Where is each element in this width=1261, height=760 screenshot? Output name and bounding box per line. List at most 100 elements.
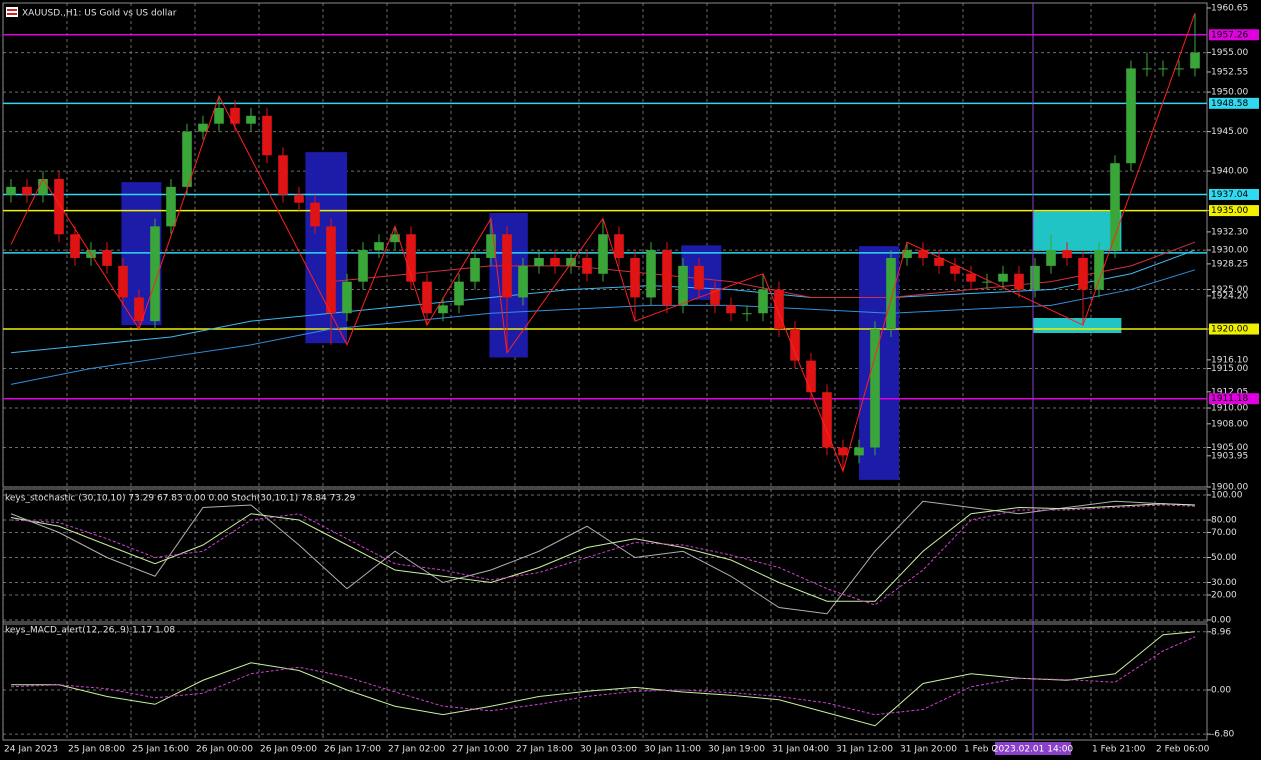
candle-body — [1110, 163, 1120, 251]
x-tick-label: 30 Jan 11:00 — [644, 745, 701, 755]
candle-body — [870, 329, 880, 448]
candle-body — [534, 257, 544, 266]
icon-part — [7, 9, 17, 11]
candle-body — [998, 273, 1008, 282]
level-label: 1957.26 — [1211, 30, 1248, 40]
y-tick-label: 1912.05 — [1211, 387, 1248, 397]
candle-body — [726, 305, 736, 314]
x-tick-label: 26 Jan 09:00 — [260, 745, 317, 755]
candle-body — [294, 194, 304, 203]
candle-body — [918, 250, 928, 258]
candle-body — [1094, 250, 1104, 290]
candle-body — [646, 250, 656, 298]
y-tick-label: 1960.65 — [1211, 4, 1248, 14]
candle-body — [326, 226, 336, 314]
candle-body — [390, 234, 400, 243]
candle-body — [694, 265, 704, 290]
y-tick-label: 1925.00 — [1211, 285, 1248, 295]
candle-body — [838, 447, 848, 456]
y-tick-label: 50.00 — [1211, 553, 1237, 563]
y-tick-label: 80.00 — [1211, 516, 1237, 526]
y-tick-label: 1924.20 — [1211, 291, 1248, 301]
candle-body — [102, 250, 112, 266]
y-tick-label: 1915.00 — [1211, 364, 1248, 374]
signal-zone — [1033, 317, 1122, 333]
candle-body — [342, 281, 352, 314]
level-label-box — [1209, 188, 1259, 200]
x-tick-label: 25 Jan 16:00 — [132, 745, 189, 755]
candle-body — [806, 360, 816, 393]
macd-panel-frame — [2, 623, 1208, 741]
y-tick-label: 1930.00 — [1211, 246, 1248, 256]
y-tick-label: 1950.00 — [1211, 88, 1248, 98]
indicator-line — [10, 500, 1196, 615]
y-tick-label: 1905.00 — [1211, 443, 1248, 453]
y-tick-label: 70.00 — [1211, 528, 1237, 538]
candle-body — [422, 281, 432, 314]
x-tick-label: 25 Jan 08:00 — [68, 745, 125, 755]
level-label-box — [1209, 205, 1259, 217]
level-label: 1920.00 — [1211, 325, 1248, 335]
candle-body — [150, 226, 160, 322]
y-tick-label: 1945.00 — [1211, 127, 1248, 137]
y-tick-label: 1916.10 — [1211, 355, 1248, 365]
candle-body — [566, 257, 576, 266]
candle-body — [406, 234, 416, 282]
x-tick-label: 2 Feb 06:00 — [1156, 745, 1210, 755]
candle-body — [710, 289, 720, 306]
candle-body — [678, 265, 688, 306]
candle-body — [1142, 68, 1152, 70]
candle-body — [166, 186, 176, 227]
level-label: 1935.00 — [1211, 206, 1248, 216]
icon-part — [7, 13, 17, 15]
y-tick-label: 1908.00 — [1211, 419, 1248, 429]
x-tick-label: 31 Jan 20:00 — [900, 745, 957, 755]
candle-body — [1078, 257, 1088, 290]
x-tick-label: 27 Jan 18:00 — [516, 745, 573, 755]
indicator-line — [10, 503, 1196, 602]
x-tick-label: 31 Jan 12:00 — [836, 745, 893, 755]
candle-body — [6, 186, 16, 195]
y-tick-label: 1955.00 — [1211, 48, 1248, 58]
candle-body — [230, 107, 240, 124]
candle-body — [310, 202, 320, 227]
zigzag-line — [10, 12, 1196, 473]
candle-body — [262, 115, 272, 156]
candle-body — [982, 281, 992, 283]
level-label-box — [1209, 29, 1259, 41]
candle-body — [854, 447, 864, 456]
candle-body — [1062, 250, 1072, 258]
candle-body — [886, 257, 896, 330]
x-tick-label: 30 Jan 19:00 — [708, 745, 765, 755]
x-tick-label: 26 Jan 17:00 — [324, 745, 381, 755]
candle-body — [278, 155, 288, 195]
level-label: 1948.58 — [1211, 99, 1248, 109]
candle-body — [70, 234, 80, 258]
candle-body — [630, 257, 640, 298]
y-tick-label: -6.80 — [1211, 730, 1235, 740]
candle-body — [614, 234, 624, 258]
cursor-label: 2023.02.01 14:00 — [993, 745, 1074, 755]
candle-body — [950, 265, 960, 274]
candle-body — [438, 305, 448, 314]
candle-body — [1030, 265, 1040, 290]
y-tick-label: 1910.00 — [1211, 404, 1248, 414]
candle-body — [502, 234, 512, 298]
candle-body — [214, 107, 224, 124]
y-tick-label: 1932.30 — [1211, 227, 1248, 237]
stochastic-panel-frame — [2, 488, 1208, 623]
candle-body — [22, 186, 32, 195]
candle-body — [118, 265, 128, 298]
panel-title: keys_stochastic (30,10,10) 73.29 67.83 0… — [5, 494, 356, 504]
y-tick-label: 1952.55 — [1211, 67, 1248, 77]
level-label-box — [1209, 97, 1259, 109]
candle-body — [454, 281, 464, 306]
indicator-line — [11, 631, 1196, 727]
candle-body — [966, 273, 976, 282]
y-tick-label: 20.00 — [1211, 591, 1237, 601]
candle-body — [246, 115, 256, 124]
candle-body — [486, 234, 496, 258]
moving-average — [10, 269, 1196, 385]
